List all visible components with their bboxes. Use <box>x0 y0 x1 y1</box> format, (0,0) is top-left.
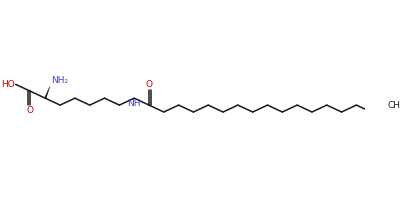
Text: CH₃: CH₃ <box>388 101 400 110</box>
Text: NH₂: NH₂ <box>51 76 68 85</box>
Text: O: O <box>27 106 34 115</box>
Text: NH: NH <box>128 99 141 108</box>
Text: O: O <box>146 80 152 89</box>
Polygon shape <box>44 86 50 98</box>
Text: HO: HO <box>1 80 15 89</box>
